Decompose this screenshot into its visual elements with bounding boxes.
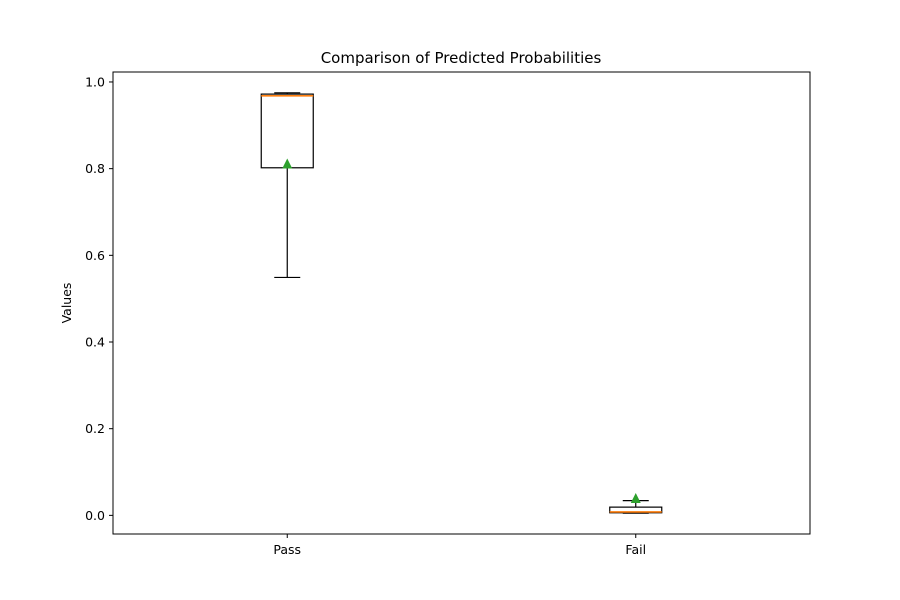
x-tick-label: Fail xyxy=(625,542,646,557)
box-pass xyxy=(260,92,314,279)
box-series xyxy=(260,92,663,514)
y-tick-label: 0.6 xyxy=(85,248,105,263)
x-axis: Pass Fail xyxy=(273,534,646,557)
y-tick-label: 0.0 xyxy=(85,508,105,523)
y-tick-label: 0.4 xyxy=(85,335,105,350)
y-axis-label: Values xyxy=(59,283,74,324)
y-tick-label: 0.8 xyxy=(85,161,105,176)
mean-marker xyxy=(282,158,293,169)
plot-area-frame xyxy=(112,71,811,535)
box-fail xyxy=(609,493,663,514)
y-tick-label: 0.2 xyxy=(85,421,105,436)
y-tick-label: 1.0 xyxy=(85,74,105,89)
iqr-box xyxy=(609,506,663,514)
x-tick-label: Pass xyxy=(273,542,301,557)
chart-title: Comparison of Predicted Probabilities xyxy=(321,49,602,67)
y-axis: 0.0 0.2 0.4 0.6 0.8 1.0 xyxy=(85,74,113,523)
mean-marker xyxy=(630,493,641,504)
